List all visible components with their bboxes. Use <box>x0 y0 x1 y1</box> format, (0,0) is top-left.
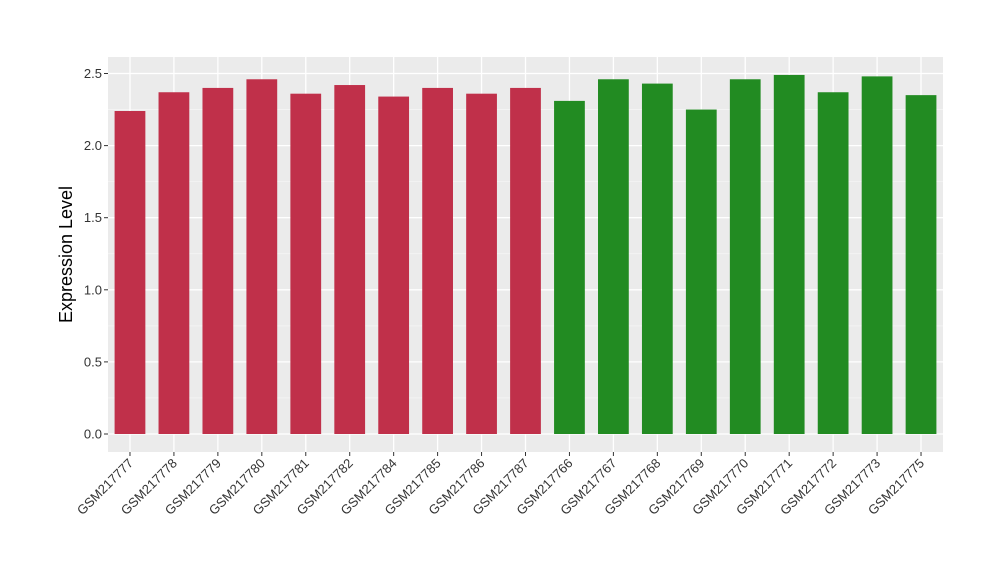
y-axis-title: Expression Level <box>56 186 76 323</box>
bar-GSM217777 <box>114 110 146 434</box>
y-tick-label: 2.5 <box>84 66 102 81</box>
y-tick-label: 0.5 <box>84 354 102 369</box>
x-axis: GSM217777GSM217778GSM217779GSM217780GSM2… <box>74 452 927 518</box>
bar-GSM217771 <box>773 74 805 434</box>
y-axis: 0.0 0.5 1.0 1.5 2.0 2.5 <box>84 66 108 442</box>
bars <box>114 74 937 435</box>
bar-GSM217785 <box>422 87 453 435</box>
bar-GSM217775 <box>905 95 937 434</box>
bar-GSM217769 <box>685 109 717 435</box>
y-tick-label: 1.0 <box>84 282 102 297</box>
bar-GSM217779 <box>202 87 234 435</box>
bar-GSM217786 <box>466 93 497 435</box>
bar-GSM217773 <box>861 76 893 434</box>
bar-GSM217780 <box>246 79 278 434</box>
bar-GSM217772 <box>817 92 849 434</box>
bar-GSM217768 <box>641 83 673 435</box>
y-tick-label: 2.0 <box>84 138 102 153</box>
bar-GSM217770 <box>729 79 761 434</box>
bar-GSM217766 <box>554 100 585 434</box>
bar-GSM217767 <box>598 79 629 434</box>
bar-GSM217784 <box>378 96 410 435</box>
bar-GSM217782 <box>334 85 366 434</box>
bar-GSM217781 <box>290 93 322 435</box>
y-tick-label: 0.0 <box>84 427 102 442</box>
bar-GSM217778 <box>158 92 190 434</box>
bar-GSM217787 <box>510 87 541 435</box>
y-tick-label: 1.5 <box>84 210 102 225</box>
